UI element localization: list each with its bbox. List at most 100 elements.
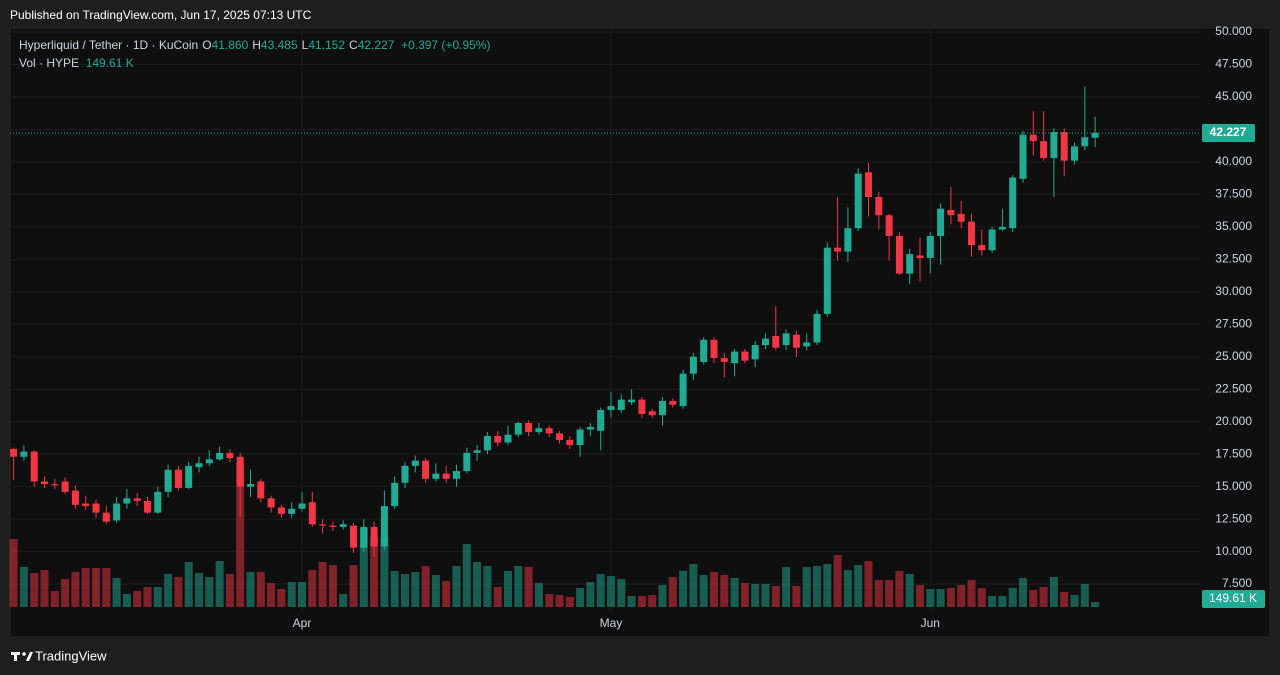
candle-body [1060, 132, 1068, 161]
candle-body [751, 345, 759, 360]
published-note: Published on TradingView.com, Jun 17, 20… [10, 8, 312, 22]
volume-bar [442, 581, 451, 607]
volume-bar [596, 574, 605, 607]
candle-body [803, 342, 811, 347]
candle-body [277, 507, 285, 514]
volume-bar [833, 555, 842, 607]
candle-body [731, 351, 739, 364]
candle-body [689, 356, 697, 374]
y-tick-label: 45.000 [1215, 89, 1252, 103]
grid [10, 28, 1200, 612]
volume-bar [318, 562, 327, 607]
volume-bar [586, 582, 595, 607]
candle-body [648, 411, 656, 416]
volume-bar [699, 575, 708, 607]
candle-body [329, 525, 337, 527]
candle-body [535, 428, 543, 433]
y-tick-label: 32.500 [1215, 252, 1252, 266]
volume-bar [926, 589, 935, 607]
candle-body [834, 247, 842, 252]
candle-body [319, 524, 327, 526]
candle-body [453, 471, 460, 479]
volume-bar [92, 568, 100, 607]
y-tick-label: 50.000 [1215, 24, 1252, 38]
candle-body [288, 508, 296, 514]
chart-pane [9, 27, 1271, 638]
volume-bar [19, 567, 28, 607]
volume-bar [483, 566, 492, 607]
candle-body [236, 456, 244, 487]
candle-body [432, 473, 440, 479]
candle-body [638, 399, 646, 414]
y-tick-label: 37.500 [1215, 187, 1252, 201]
volume-bar [195, 573, 203, 607]
volume-bar [1080, 584, 1089, 607]
volume-bar [916, 585, 924, 607]
candle-body [617, 399, 625, 411]
y-tick-label: 12.500 [1215, 511, 1252, 525]
y-tick-label: 35.000 [1215, 219, 1252, 233]
candle-body [20, 451, 28, 457]
volume-bar [298, 582, 306, 607]
candle-body [195, 463, 203, 468]
volume-bar [545, 594, 554, 607]
ohlc-value: 41.152 [308, 38, 346, 52]
volume-bar [524, 567, 533, 607]
volume-bar [71, 572, 80, 607]
candle-body [514, 423, 522, 435]
candle-body [442, 473, 450, 479]
candle-body [504, 434, 512, 443]
candle-body [998, 226, 1006, 230]
volume-bar [9, 539, 18, 607]
volume-bar [648, 595, 657, 607]
candle-body [174, 469, 182, 488]
candle-body [792, 334, 800, 348]
volume-bar [751, 584, 760, 607]
candle-body [51, 484, 59, 486]
candle-body [906, 254, 914, 274]
volume-bar [885, 580, 894, 607]
volume-bar [1008, 588, 1017, 607]
volume-bar [637, 596, 646, 607]
volume-bar [957, 585, 966, 607]
y-tick-label: 20.000 [1215, 414, 1252, 428]
candle-body [968, 221, 975, 246]
candle-body [628, 399, 636, 403]
volume-bar [792, 586, 801, 607]
volume-bar [1049, 577, 1058, 607]
candle-body [659, 400, 666, 416]
volume-bar [689, 564, 698, 607]
volume-bar [256, 572, 265, 607]
candle-body [133, 498, 141, 501]
volume-bar [1019, 578, 1027, 607]
candle-body [247, 484, 254, 487]
y-tick-label: 47.500 [1215, 57, 1252, 71]
y-tick-label: 22.500 [1215, 381, 1252, 395]
volume-bar [462, 544, 471, 607]
candle-body [566, 439, 574, 446]
volume-name: Vol · HYPE [19, 56, 80, 70]
ohlc: O41.860 H43.485 L41.152 C42.227 [198, 38, 394, 52]
candle-body [875, 196, 883, 216]
volume-bar [1070, 595, 1079, 607]
ohlc-value: 43.485 [260, 38, 298, 52]
volume-bar [133, 591, 142, 607]
volume-bar [277, 589, 286, 607]
ohlc-value: 41.860 [211, 38, 249, 52]
volume-bar [339, 594, 348, 607]
candle-body [741, 351, 749, 361]
candle-body [71, 490, 79, 505]
candle-body [957, 213, 965, 222]
ohlc-label: O [202, 38, 212, 52]
volume-bar [668, 577, 677, 607]
volume-bar [864, 561, 873, 607]
volume-bar [225, 574, 234, 607]
volume-bar [328, 565, 337, 607]
ohlc-label: L [301, 38, 309, 52]
candle-body [298, 503, 306, 509]
candle-body [401, 465, 409, 483]
volume-bar [143, 587, 152, 607]
volume-bar [1091, 602, 1100, 607]
candle-body [1071, 146, 1078, 161]
x-tick-label: May [600, 616, 623, 630]
